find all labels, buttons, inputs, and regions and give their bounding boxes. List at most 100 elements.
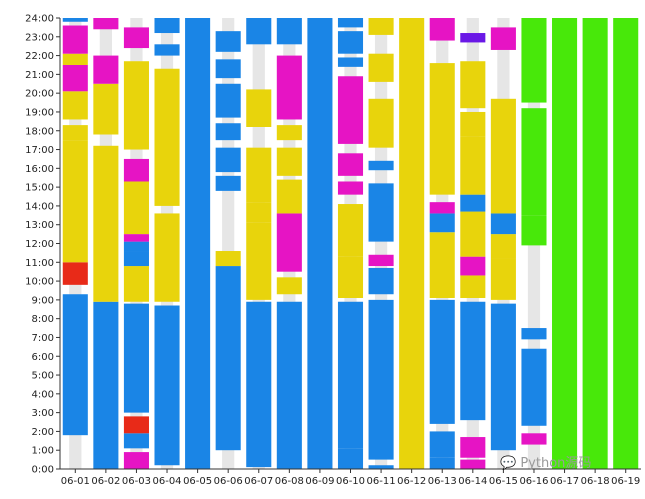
time-segment <box>215 251 241 267</box>
time-segment <box>460 211 486 257</box>
time-segment <box>521 348 547 426</box>
y-tick-label: 16:00 <box>25 164 54 175</box>
x-tick-label: 06-18 <box>581 476 610 487</box>
x-tick-label: 06-03 <box>122 476 151 487</box>
x-tick-label: 06-17 <box>550 476 579 487</box>
y-tick-label: 22:00 <box>25 51 54 62</box>
time-segment <box>215 175 241 191</box>
time-segment <box>521 433 547 445</box>
time-segment <box>490 234 516 259</box>
y-tick-label: 24:00 <box>25 14 54 25</box>
y-tick-label: 2:00 <box>32 427 54 438</box>
x-tick-label: 06-19 <box>611 476 640 487</box>
time-segment <box>613 18 639 469</box>
time-segment <box>307 18 333 469</box>
y-tick-label: 10:00 <box>25 277 54 288</box>
time-segment <box>582 18 608 469</box>
y-axis-ticks: 0:00 1:00 2:00 3:00 4:00 5:00 6:00 7:00 8:00 9:00… <box>25 14 60 476</box>
y-tick-label: 1:00 <box>32 446 54 457</box>
time-segment <box>429 457 455 469</box>
x-tick-label: 06-01 <box>61 476 90 487</box>
x-tick-label: 06-14 <box>458 476 487 487</box>
time-segment <box>460 437 486 458</box>
time-segment <box>215 123 241 141</box>
time-segment <box>337 31 364 54</box>
time-segment <box>246 18 272 45</box>
time-segment <box>276 55 302 120</box>
time-segment <box>337 76 364 144</box>
time-segment <box>337 256 364 298</box>
time-segment <box>93 18 119 30</box>
x-tick-label: 06-12 <box>397 476 426 487</box>
time-segment <box>246 147 272 203</box>
y-tick-label: 19:00 <box>25 107 54 118</box>
time-segment <box>185 18 211 469</box>
x-tick-label: 06-07 <box>244 476 273 487</box>
time-segment <box>123 181 149 235</box>
time-segment <box>429 299 455 424</box>
x-tick-label: 06-04 <box>152 476 181 487</box>
time-segment <box>337 301 364 449</box>
time-segment <box>123 27 149 49</box>
watermark: 💬 Python源码 <box>500 452 591 471</box>
time-segment <box>123 61 149 150</box>
time-segment <box>460 459 486 469</box>
time-segment <box>337 448 364 469</box>
y-tick-label: 7:00 <box>32 333 54 344</box>
time-segment <box>368 98 394 148</box>
time-segment <box>276 147 302 176</box>
time-segment <box>276 18 302 45</box>
time-segment <box>429 232 455 298</box>
y-tick-label: 23:00 <box>25 32 54 43</box>
time-segment <box>490 258 516 300</box>
time-segment <box>62 125 88 141</box>
chat-bubble-icon: 💬 <box>500 456 517 471</box>
x-tick-label: 06-10 <box>336 476 365 487</box>
x-tick-label: 06-08 <box>275 476 304 487</box>
y-tick-label: 0:00 <box>32 465 54 476</box>
time-segment <box>62 25 88 54</box>
x-tick-label: 06-02 <box>91 476 120 487</box>
x-tick-label: 06-09 <box>305 476 334 487</box>
time-segment <box>490 213 516 235</box>
time-segment <box>429 63 455 195</box>
time-segment <box>368 267 394 295</box>
time-segment <box>215 83 241 118</box>
time-segment <box>246 202 272 223</box>
y-tick-label: 8:00 <box>32 314 54 325</box>
time-segment <box>521 215 547 246</box>
time-segment <box>123 303 149 413</box>
time-segment <box>368 53 394 82</box>
time-segment <box>429 18 455 41</box>
time-segment <box>246 89 272 127</box>
time-segment <box>62 294 88 436</box>
time-segment <box>429 431 455 458</box>
time-segment <box>123 241 149 252</box>
time-segment <box>521 108 547 216</box>
time-segment <box>154 44 180 56</box>
y-tick-label: 11:00 <box>25 258 54 269</box>
time-segment <box>460 301 486 421</box>
time-segment <box>490 303 516 451</box>
time-segment <box>62 18 88 22</box>
time-segment <box>123 266 149 302</box>
y-tick-label: 13:00 <box>25 220 54 231</box>
y-tick-label: 4:00 <box>32 389 54 400</box>
time-segment <box>337 204 364 257</box>
y-tick-label: 17:00 <box>25 145 54 156</box>
time-segment <box>123 433 149 449</box>
y-tick-label: 9:00 <box>32 295 54 306</box>
time-segment <box>276 179 302 214</box>
time-segment <box>215 147 241 173</box>
time-segment <box>368 183 394 242</box>
time-segment <box>276 213 302 272</box>
time-segment <box>215 266 241 451</box>
plot-area <box>62 18 639 469</box>
time-segment <box>460 111 486 137</box>
time-segment <box>460 194 486 212</box>
y-tick-label: 20:00 <box>25 89 54 100</box>
time-segment <box>337 57 364 67</box>
time-segment <box>429 202 455 214</box>
time-segment <box>154 305 180 466</box>
